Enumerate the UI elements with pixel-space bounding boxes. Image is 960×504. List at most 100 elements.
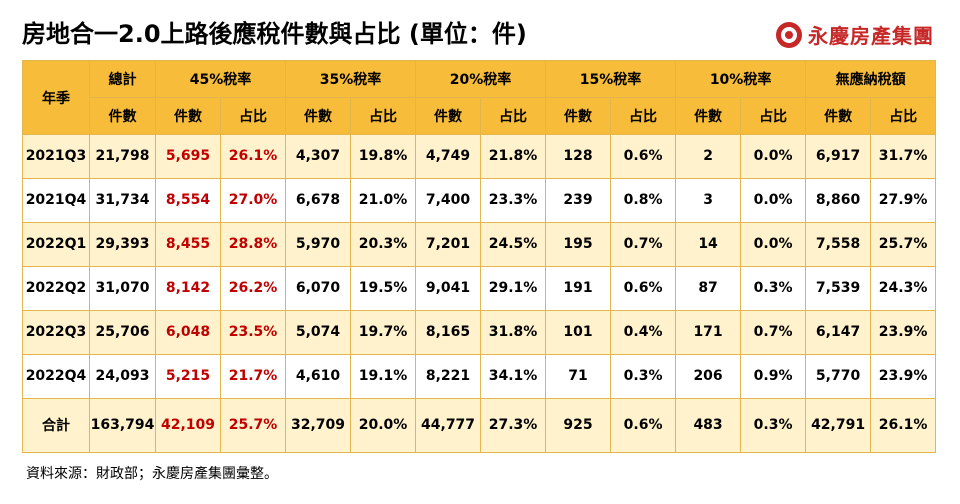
cell-share-10: 0.0% — [740, 221, 807, 267]
table-row: 2022Q3 25,706 6,048 23.5% 5,074 19.7% 8,… — [22, 309, 937, 355]
cell-total: 25,706 — [89, 309, 156, 355]
table-row: 2022Q2 31,070 8,142 26.2% 6,070 19.5% 9,… — [22, 265, 937, 311]
cell-count-10: 3 — [675, 177, 742, 223]
cell-count-45: 5,215 — [155, 353, 221, 399]
cell-count-20: 44,777 — [415, 397, 482, 454]
cell-count-45: 42,109 — [155, 397, 221, 454]
header-total: 總計 — [89, 60, 156, 98]
header-row-sub: 件數 件數 占比 件數 占比 件數 占比 件數 占比 件數 占比 件數 占比 — [23, 97, 937, 135]
cell-count-10: 87 — [675, 265, 742, 311]
cell-count-20: 7,400 — [415, 177, 482, 223]
cell-count-10: 206 — [675, 353, 742, 399]
cell-count-45: 8,142 — [155, 265, 221, 311]
cell-share-10: 0.7% — [740, 309, 807, 355]
cell-share-10: 0.3% — [740, 397, 807, 454]
cell-share-45: 23.5% — [219, 309, 287, 355]
subheader-share: 占比 — [350, 97, 417, 135]
table-total-row: 合計 163,794 42,109 25.7% 32,709 20.0% 44,… — [22, 397, 937, 454]
cell-count-10: 171 — [675, 309, 742, 355]
source-note: 資料來源：財政部；永慶房產集團彙整。 — [26, 466, 278, 482]
cell-count-no-tax: 6,147 — [805, 309, 872, 355]
cell-total: 24,093 — [89, 353, 156, 399]
cell-count-no-tax: 8,860 — [805, 177, 872, 223]
yungching-circle-logo-icon — [776, 21, 802, 48]
cell-share-20: 23.3% — [480, 177, 547, 223]
cell-share-20: 31.8% — [480, 309, 547, 355]
cell-share-15: 0.3% — [610, 353, 677, 399]
cell-share-45: 26.1% — [219, 134, 287, 179]
cell-share-45: 28.8% — [219, 221, 287, 267]
cell-share-no-tax: 27.9% — [870, 177, 937, 223]
cell-share-10: 0.3% — [740, 265, 807, 311]
cell-quarter: 2021Q3 — [22, 134, 90, 179]
cell-share-no-tax: 26.1% — [870, 397, 937, 454]
cell-share-20: 24.5% — [480, 221, 547, 267]
cell-quarter: 2021Q4 — [22, 177, 90, 223]
cell-count-no-tax: 7,558 — [805, 221, 872, 267]
cell-count-no-tax: 7,539 — [805, 265, 872, 311]
subheader-share: 占比 — [610, 97, 677, 135]
subheader-count: 件數 — [545, 97, 612, 135]
subheader-count: 件數 — [805, 97, 872, 135]
cell-share-15: 0.6% — [610, 397, 677, 454]
cell-share-15: 0.6% — [610, 265, 677, 311]
cell-count-20: 8,221 — [415, 353, 482, 399]
cell-total: 29,393 — [89, 221, 156, 267]
cell-count-10: 483 — [675, 397, 742, 454]
subheader-count: 件數 — [415, 97, 482, 135]
cell-count-15: 925 — [545, 397, 612, 454]
cell-share-45: 26.2% — [219, 265, 287, 311]
subheader-count: 件數 — [285, 97, 352, 135]
cell-share-no-tax: 23.9% — [870, 309, 937, 355]
header-rate-35: 35%稅率 — [285, 60, 417, 98]
cell-share-20: 29.1% — [480, 265, 547, 311]
cell-count-10: 2 — [675, 134, 742, 179]
cell-count-35: 32,709 — [285, 397, 352, 454]
cell-share-35: 19.8% — [350, 134, 417, 179]
cell-count-45: 8,554 — [155, 177, 221, 223]
cell-share-10: 0.0% — [740, 134, 807, 179]
cell-count-20: 9,041 — [415, 265, 482, 311]
header-rate-45: 45%稅率 — [154, 60, 287, 98]
table-row: 2021Q4 31,734 8,554 27.0% 6,678 21.0% 7,… — [22, 177, 937, 223]
cell-count-15: 239 — [545, 177, 612, 223]
cell-count-no-tax: 42,791 — [805, 397, 872, 454]
cell-share-15: 0.7% — [610, 221, 677, 267]
subheader-share: 占比 — [870, 97, 937, 135]
cell-total: 163,794 — [89, 397, 156, 454]
cell-share-no-tax: 31.7% — [870, 134, 937, 179]
cell-count-no-tax: 6,917 — [805, 134, 872, 179]
brand-logo: 永慶房產集團 — [776, 20, 934, 49]
cell-count-10: 14 — [675, 221, 742, 267]
cell-quarter: 合計 — [22, 397, 90, 454]
cell-share-20: 27.3% — [480, 397, 547, 454]
cell-share-20: 21.8% — [480, 134, 547, 179]
cell-quarter: 2022Q4 — [22, 353, 90, 399]
cell-count-45: 6,048 — [155, 309, 221, 355]
tax-rate-table: 年季 總計 45%稅率 35%稅率 20%稅率 15%稅率 10%稅率 無應納稅… — [22, 60, 937, 454]
cell-total: 31,070 — [89, 265, 156, 311]
subheader-count: 件數 — [155, 97, 221, 135]
cell-count-45: 8,455 — [155, 221, 221, 267]
cell-count-35: 4,610 — [285, 353, 352, 399]
table-row: 2022Q4 24,093 5,215 21.7% 4,610 19.1% 8,… — [22, 353, 937, 399]
subheader-share: 占比 — [480, 97, 547, 135]
cell-count-no-tax: 5,770 — [805, 353, 872, 399]
subheader-share: 占比 — [740, 97, 807, 135]
table-row: 2021Q3 21,798 5,695 26.1% 4,307 19.8% 4,… — [22, 134, 937, 179]
header-quarter: 年季 — [22, 60, 90, 135]
cell-count-15: 191 — [545, 265, 612, 311]
cell-count-15: 128 — [545, 134, 612, 179]
cell-quarter: 2022Q2 — [22, 265, 90, 311]
cell-share-15: 0.8% — [610, 177, 677, 223]
cell-count-15: 71 — [545, 353, 612, 399]
cell-share-15: 0.6% — [610, 134, 677, 179]
subheader-count: 件數 — [89, 97, 156, 135]
brand-logo-text: 永慶房產集團 — [808, 24, 934, 48]
subheader-share: 占比 — [219, 97, 287, 135]
cell-share-45: 27.0% — [219, 177, 287, 223]
cell-share-45: 25.7% — [219, 397, 287, 454]
cell-total: 21,798 — [89, 134, 156, 179]
cell-share-35: 19.1% — [350, 353, 417, 399]
cell-count-15: 195 — [545, 221, 612, 267]
